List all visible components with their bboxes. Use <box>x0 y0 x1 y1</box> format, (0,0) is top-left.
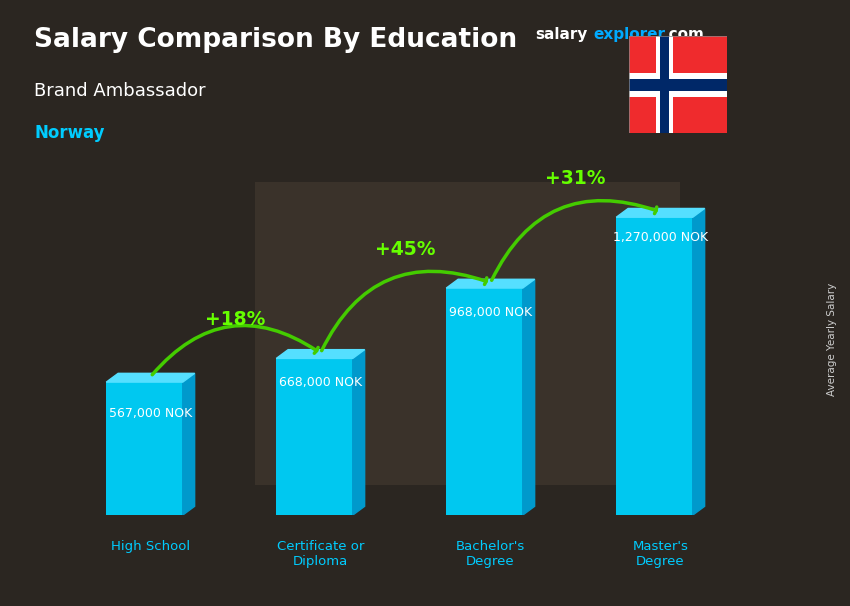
Polygon shape <box>616 208 705 217</box>
Text: +31%: +31% <box>545 169 606 188</box>
Bar <box>255 182 680 485</box>
Text: Average Yearly Salary: Average Yearly Salary <box>827 283 837 396</box>
Text: explorer: explorer <box>593 27 666 42</box>
Bar <box>655 36 673 133</box>
Polygon shape <box>446 279 535 288</box>
Polygon shape <box>693 208 705 515</box>
Bar <box>660 36 669 133</box>
Text: 668,000 NOK: 668,000 NOK <box>279 376 362 389</box>
Text: +45%: +45% <box>375 240 436 259</box>
Bar <box>106 382 183 515</box>
Text: Salary Comparison By Education: Salary Comparison By Education <box>34 27 517 53</box>
Text: 567,000 NOK: 567,000 NOK <box>109 407 192 420</box>
Text: salary: salary <box>536 27 588 42</box>
Text: High School: High School <box>110 540 190 553</box>
Polygon shape <box>183 373 195 515</box>
Text: Brand Ambassador: Brand Ambassador <box>34 82 206 100</box>
Text: Certificate or
Diploma: Certificate or Diploma <box>277 540 364 568</box>
Text: .com: .com <box>664 27 705 42</box>
Bar <box>629 73 727 97</box>
Text: 968,000 NOK: 968,000 NOK <box>449 305 532 319</box>
Text: Bachelor's
Degree: Bachelor's Degree <box>456 540 525 568</box>
Text: Master's
Degree: Master's Degree <box>632 540 688 568</box>
Bar <box>446 288 523 515</box>
Text: +18%: +18% <box>205 310 266 329</box>
Bar <box>276 358 353 515</box>
Polygon shape <box>106 373 195 382</box>
Text: Norway: Norway <box>34 124 105 142</box>
Bar <box>616 217 693 515</box>
Text: 1,270,000 NOK: 1,270,000 NOK <box>613 231 708 244</box>
Polygon shape <box>523 279 535 515</box>
Polygon shape <box>353 350 365 515</box>
Polygon shape <box>276 350 365 358</box>
Bar <box>629 79 727 91</box>
